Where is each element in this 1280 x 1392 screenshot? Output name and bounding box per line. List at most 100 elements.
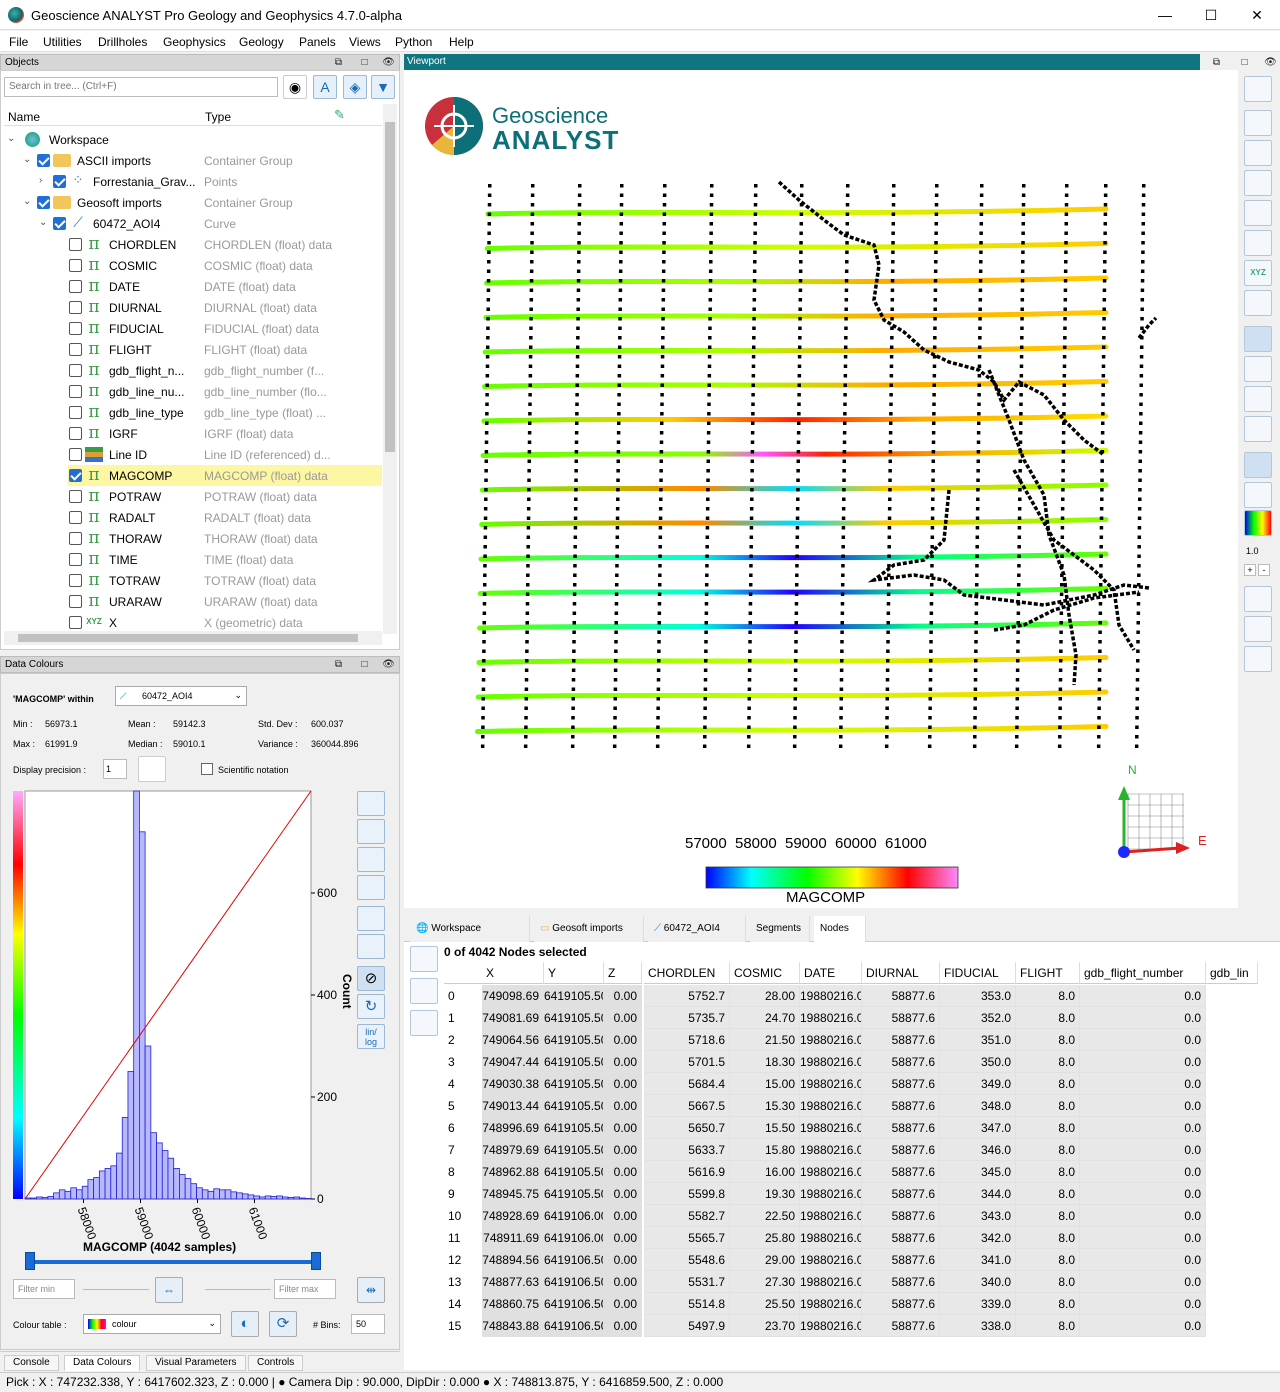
column-header[interactable]: gdb_flight_number — [1080, 962, 1206, 984]
visibility-checkbox[interactable] — [69, 364, 82, 377]
tree-row[interactable]: π DIURNAL DIURNAL (float) data — [4, 297, 382, 318]
table-cell[interactable]: 749098.69 — [482, 985, 544, 1007]
table-cell[interactable]: 749013.44 — [482, 1095, 544, 1117]
table-cell[interactable]: 19880216.0 — [800, 1183, 862, 1205]
table-cell[interactable]: 19880216.0 — [800, 1117, 862, 1139]
magnet-icon[interactable] — [1244, 646, 1272, 672]
tree-row[interactable]: ⌄ ⟋ 60472_AOI4 Curve — [4, 213, 382, 234]
table-cell[interactable]: 8.0 — [1016, 1029, 1080, 1051]
visibility-checkbox[interactable] — [69, 616, 82, 629]
maximize-panel-icon[interactable]: □ — [1241, 57, 1248, 68]
table-cell[interactable]: 19880216.0 — [800, 1161, 862, 1183]
tree-row[interactable]: π URARAW URARAW (float) data — [4, 591, 382, 612]
tree-row[interactable]: π FIDUCIAL FIDUCIAL (float) data — [4, 318, 382, 339]
colour-bands-icon[interactable] — [357, 934, 385, 959]
table-cell[interactable]: 15.50 — [730, 1117, 800, 1139]
table-cell[interactable]: 8.0 — [1016, 1293, 1080, 1315]
table-cell[interactable]: 0.0 — [1080, 1161, 1206, 1183]
table-cell[interactable]: 342.0 — [940, 1227, 1016, 1249]
table-cell[interactable]: 22.50 — [730, 1205, 800, 1227]
chevron-down-icon[interactable]: ⌄ — [23, 154, 32, 165]
table-cell[interactable]: 19880216.0 — [800, 1249, 862, 1271]
cdf-step-icon[interactable] — [357, 847, 385, 872]
table-cell[interactable]: 351.0 — [940, 1029, 1016, 1051]
table-cell[interactable]: 749064.56 — [482, 1029, 544, 1051]
table-cell[interactable]: 58877.6 — [862, 1205, 940, 1227]
cube-wireframe-icon[interactable] — [1244, 616, 1272, 642]
table-cell[interactable]: 6419105.50 — [544, 1161, 604, 1183]
table-cell[interactable]: 5633.7 — [644, 1139, 730, 1161]
colour-bar-icon[interactable] — [1244, 510, 1272, 536]
table-cell[interactable]: 6419105.50 — [544, 1095, 604, 1117]
table-cell[interactable]: 58877.6 — [862, 1073, 940, 1095]
table-cell[interactable]: 5497.9 — [644, 1315, 730, 1337]
cdf-alt-icon[interactable] — [357, 875, 385, 900]
visibility-checkbox[interactable] — [53, 175, 66, 188]
table-cell[interactable]: 58877.6 — [862, 1183, 940, 1205]
tree-row[interactable]: π RADALT RADALT (float) data — [4, 507, 382, 528]
menu-views[interactable]: Views — [349, 35, 381, 49]
range-slider-track[interactable] — [25, 1260, 321, 1264]
colour-legend-icon[interactable] — [1244, 452, 1272, 478]
chevron-down-icon[interactable]: ⌄ — [23, 196, 32, 207]
table-cell[interactable]: 19880216.0 — [800, 1007, 862, 1029]
undo-arrow-icon[interactable] — [138, 756, 166, 782]
table-cell[interactable]: 6419105.50 — [544, 1051, 604, 1073]
visibility-eye-icon[interactable]: ◉ — [283, 75, 307, 99]
chevron-down-icon[interactable]: ⌄ — [39, 217, 48, 228]
tree-row[interactable]: π gdb_line_nu... gdb_line_number (flo... — [4, 381, 382, 402]
tree-horizontal-scrollbar[interactable] — [4, 631, 382, 645]
table-cell[interactable]: 5599.8 — [644, 1183, 730, 1205]
table-cell[interactable]: 8.0 — [1016, 1073, 1080, 1095]
table-cell[interactable]: 8.0 — [1016, 1161, 1080, 1183]
tree-row[interactable]: π THORAW THORAW (float) data — [4, 528, 382, 549]
tree-row[interactable]: › ⁘ Forrestania_Grav... Points — [4, 171, 382, 192]
grid-icon[interactable] — [1244, 416, 1272, 442]
tree-row[interactable]: ⌄ Geosoft imports Container Group — [4, 192, 382, 213]
visibility-checkbox[interactable] — [69, 595, 82, 608]
precision-spinbox[interactable]: 1 — [103, 759, 127, 779]
table-cell[interactable]: 58877.6 — [862, 1293, 940, 1315]
tree-row[interactable]: π CHORDLEN CHORDLEN (float) data — [4, 234, 382, 255]
table-cell[interactable]: 8.0 — [1016, 1139, 1080, 1161]
chevron-right-icon[interactable]: › — [39, 175, 43, 186]
table-cell[interactable]: 25.80 — [730, 1227, 800, 1249]
visibility-checkbox[interactable] — [53, 217, 66, 230]
table-cell[interactable]: 340.0 — [940, 1271, 1016, 1293]
crosshair-up-icon[interactable] — [1244, 140, 1272, 166]
table-cell[interactable]: 0.00 — [604, 1315, 642, 1337]
table-cell[interactable]: 0.00 — [604, 1073, 642, 1095]
visibility-checkbox[interactable] — [69, 574, 82, 587]
table-cell[interactable]: 5650.7 — [644, 1117, 730, 1139]
table-cell[interactable]: 0.0 — [1080, 985, 1206, 1007]
tree-row[interactable]: π IGRF IGRF (float) data — [4, 423, 382, 444]
table-cell[interactable]: 0.0 — [1080, 1315, 1206, 1337]
type-filter-icon[interactable]: ◈ — [343, 75, 367, 99]
visibility-checkbox[interactable] — [69, 490, 82, 503]
visibility-checkbox[interactable] — [69, 343, 82, 356]
table-cell[interactable]: 5752.7 — [644, 985, 730, 1007]
table-cell[interactable]: 0.0 — [1080, 1139, 1206, 1161]
tree-row[interactable]: π TIME TIME (float) data — [4, 549, 382, 570]
table-cell[interactable]: 0.0 — [1080, 1249, 1206, 1271]
menu-geology[interactable]: Geology — [239, 35, 284, 49]
menu-python[interactable]: Python — [395, 35, 433, 49]
menu-geophysics[interactable]: Geophysics — [163, 35, 226, 49]
visibility-checkbox[interactable] — [69, 301, 82, 314]
table-cell[interactable]: 0.0 — [1080, 1271, 1206, 1293]
table-cell[interactable]: 29.00 — [730, 1249, 800, 1271]
table-cell[interactable]: 8.0 — [1016, 1249, 1080, 1271]
column-name-header[interactable]: Name — [8, 110, 41, 124]
filter-view-icon[interactable] — [1244, 290, 1272, 316]
tree-row[interactable]: π COSMIC COSMIC (float) data — [4, 255, 382, 276]
table-cell[interactable]: 0.00 — [604, 1183, 642, 1205]
maximize-panel-icon[interactable]: □ — [361, 57, 368, 68]
table-cell[interactable]: 58877.6 — [862, 985, 940, 1007]
ruler-icon[interactable] — [1244, 386, 1272, 412]
table-cell[interactable]: 6419105.50 — [544, 1139, 604, 1161]
tab-nodes[interactable]: Nodes — [814, 916, 866, 942]
column-header[interactable]: Z — [604, 962, 642, 984]
zoom-extent-icon[interactable] — [1244, 76, 1272, 102]
range-slider-min-handle[interactable] — [25, 1252, 35, 1270]
minimize-button[interactable]: — — [1158, 7, 1172, 23]
